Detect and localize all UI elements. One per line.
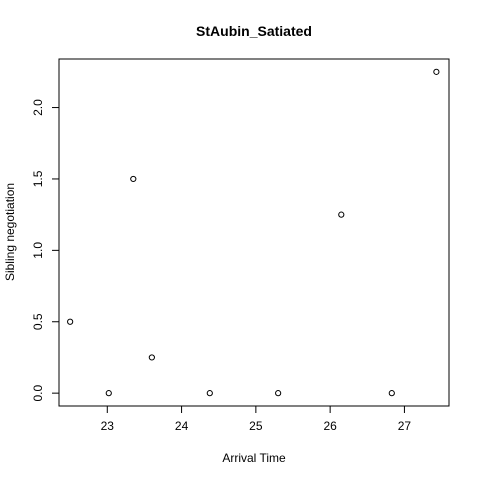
y-tick-label: 0.0	[31, 384, 45, 401]
y-tick-label: 1.0	[31, 242, 45, 259]
x-tick-label: 24	[175, 419, 189, 433]
x-tick-label: 27	[398, 419, 412, 433]
x-tick-label: 23	[101, 419, 115, 433]
x-tick-label: 25	[249, 419, 263, 433]
data-point	[275, 390, 282, 397]
x-axis-label: Arrival Time	[222, 451, 286, 465]
chart-title: StAubin_Satiated	[196, 23, 312, 39]
y-axis: 0.0 0.5 1.0 1.5 2.0	[31, 99, 59, 401]
data-point	[388, 390, 395, 397]
data-point	[206, 390, 213, 397]
data-point	[130, 175, 137, 183]
plot-frame	[58, 58, 450, 407]
data-points	[67, 68, 440, 397]
data-point	[148, 354, 155, 361]
data-point	[105, 390, 112, 397]
y-tick-label: 0.5	[31, 313, 45, 330]
data-point	[338, 211, 345, 218]
y-tick-label: 2.0	[31, 99, 45, 116]
data-point	[433, 68, 440, 75]
x-axis: 23 24 25 26 27	[101, 406, 412, 433]
y-axis-label: Sibling negotiation	[3, 183, 17, 281]
data-point	[67, 318, 74, 325]
y-tick-label: 1.5	[31, 170, 45, 187]
x-tick-label: 26	[323, 419, 337, 433]
